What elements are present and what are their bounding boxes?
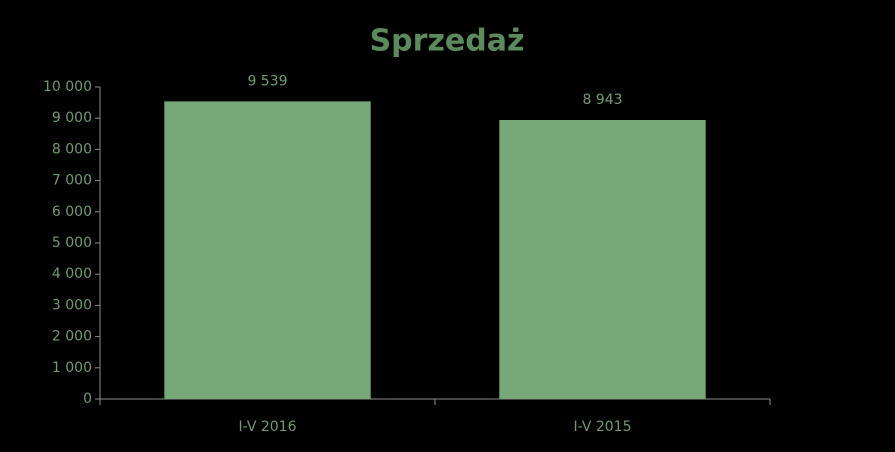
y-tick-label: 1 000 bbox=[52, 360, 92, 376]
y-tick-label: 3 000 bbox=[52, 297, 92, 313]
y-tick-label: 9 000 bbox=[52, 110, 92, 126]
y-tick-label: 2 000 bbox=[52, 329, 92, 345]
y-tick-label: 4 000 bbox=[52, 266, 92, 282]
x-tick-label: I-V 2015 bbox=[573, 419, 631, 435]
chart-title: Sprzedaż bbox=[370, 24, 525, 59]
x-tick-label: I-V 2016 bbox=[238, 419, 296, 435]
value-label: 9 539 bbox=[247, 73, 287, 89]
y-tick-label: 0 bbox=[83, 391, 92, 407]
bar bbox=[164, 101, 371, 399]
y-tick-label: 5 000 bbox=[52, 235, 92, 251]
value-label: 8 943 bbox=[582, 92, 622, 108]
bar bbox=[499, 119, 706, 400]
y-tick-label: 6 000 bbox=[52, 204, 92, 220]
y-tick-label: 10 000 bbox=[43, 79, 92, 95]
y-tick-label: 7 000 bbox=[52, 173, 92, 189]
y-tick-label: 8 000 bbox=[52, 141, 92, 157]
